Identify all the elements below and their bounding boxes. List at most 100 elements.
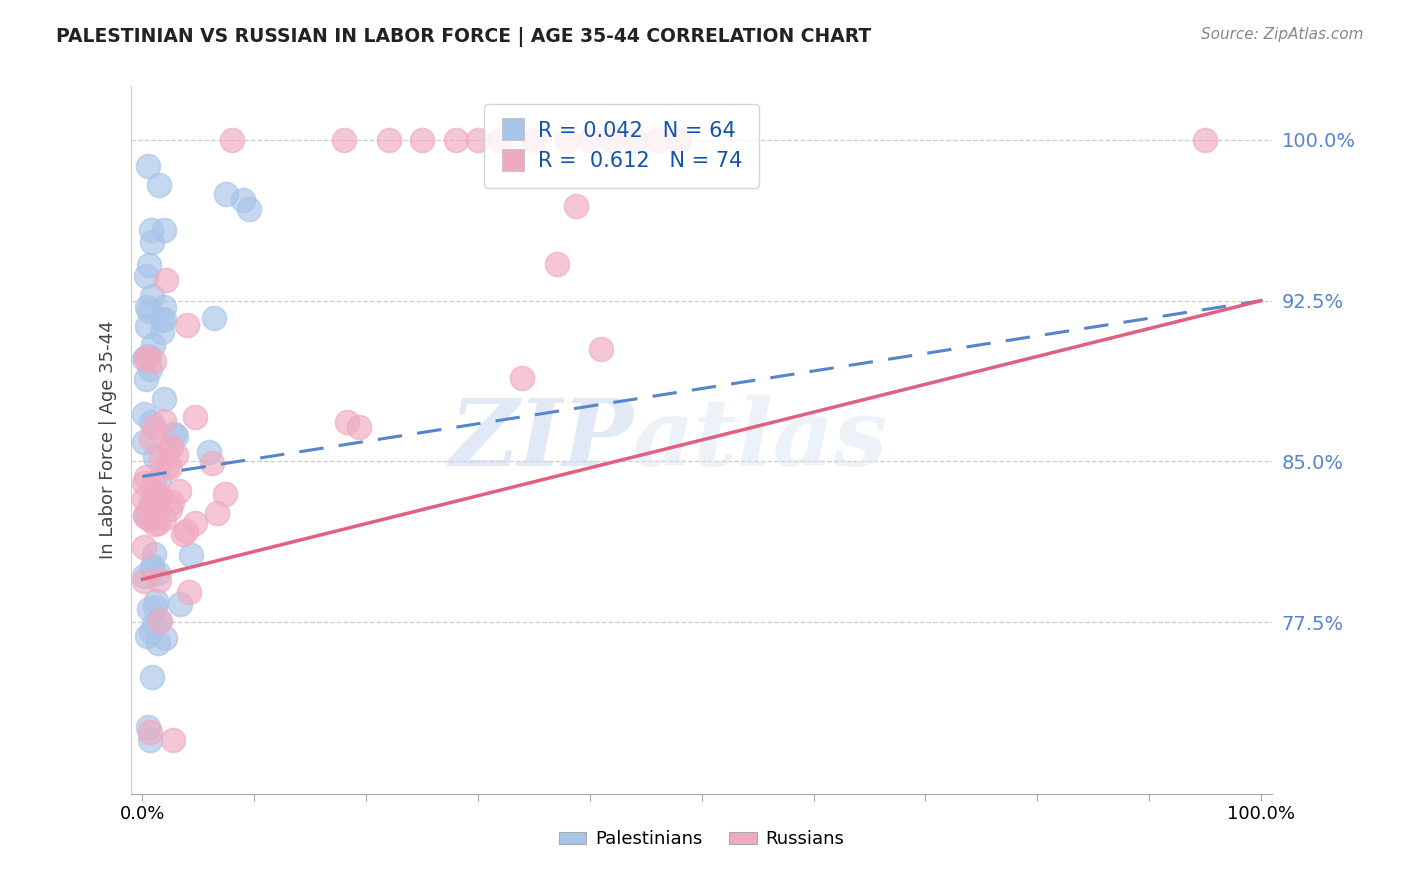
Point xyxy=(148,573,170,587)
Point xyxy=(152,325,174,339)
Point xyxy=(139,733,162,747)
Point xyxy=(149,614,172,628)
Point xyxy=(165,429,187,443)
Point xyxy=(202,310,225,325)
Point xyxy=(149,490,172,504)
Point xyxy=(159,502,181,516)
Point xyxy=(132,491,155,506)
Point xyxy=(136,351,159,366)
Point xyxy=(153,631,176,645)
Point xyxy=(148,472,170,486)
Point xyxy=(565,199,588,213)
Point xyxy=(138,349,160,363)
Point xyxy=(489,133,512,147)
Point xyxy=(177,584,200,599)
Point xyxy=(172,527,194,541)
Point xyxy=(135,268,157,283)
Point xyxy=(142,500,165,515)
Point xyxy=(134,540,156,554)
Point xyxy=(153,511,176,525)
Text: atlas: atlas xyxy=(633,395,889,485)
Point xyxy=(149,452,172,467)
Point xyxy=(141,558,163,573)
Point xyxy=(148,516,170,530)
Point xyxy=(143,420,166,434)
Point xyxy=(136,510,159,524)
Point xyxy=(169,597,191,611)
Point xyxy=(167,483,190,498)
Point xyxy=(232,193,254,207)
Point xyxy=(141,289,163,303)
Point xyxy=(377,133,399,147)
Point xyxy=(138,724,160,739)
Point xyxy=(623,133,645,147)
Point xyxy=(143,484,166,499)
Point xyxy=(176,524,198,539)
Point xyxy=(557,133,579,147)
Point xyxy=(336,415,359,429)
Text: Source: ZipAtlas.com: Source: ZipAtlas.com xyxy=(1201,27,1364,42)
Point xyxy=(134,508,156,522)
Point xyxy=(148,636,170,650)
Point xyxy=(197,444,219,458)
Point xyxy=(143,599,166,614)
Point xyxy=(143,450,166,464)
Point xyxy=(148,178,170,192)
Point xyxy=(138,258,160,272)
Point xyxy=(148,490,170,504)
Point xyxy=(134,435,156,450)
Point xyxy=(132,475,155,490)
Point xyxy=(138,511,160,525)
Point xyxy=(134,508,156,523)
Point xyxy=(184,410,207,425)
Point xyxy=(238,202,260,216)
Point xyxy=(467,133,489,147)
Point xyxy=(142,475,165,490)
Point xyxy=(510,370,533,384)
Point xyxy=(159,440,181,454)
Point xyxy=(332,133,354,147)
Point xyxy=(142,337,165,351)
Point xyxy=(139,415,162,429)
Point xyxy=(600,133,623,147)
Point xyxy=(156,459,179,474)
Point xyxy=(205,506,228,520)
Point xyxy=(668,133,690,147)
Point xyxy=(143,516,166,531)
Point xyxy=(139,361,162,376)
Text: ZIP: ZIP xyxy=(449,395,633,485)
Point xyxy=(135,469,157,483)
Point xyxy=(139,223,162,237)
Point xyxy=(145,593,167,607)
Point xyxy=(148,615,170,629)
Point xyxy=(135,318,157,333)
Point xyxy=(153,312,176,326)
Point xyxy=(132,568,155,582)
Point xyxy=(134,574,156,589)
Point xyxy=(141,669,163,683)
Point xyxy=(176,318,198,332)
Point xyxy=(523,133,546,147)
Point xyxy=(546,257,568,271)
Point xyxy=(153,300,176,314)
Point xyxy=(153,392,176,407)
Point xyxy=(143,354,166,368)
Point xyxy=(215,186,238,201)
Point xyxy=(162,733,184,747)
Point xyxy=(347,420,370,434)
Point xyxy=(184,516,207,530)
Point xyxy=(148,566,170,580)
Point xyxy=(163,426,186,441)
Point xyxy=(153,414,176,428)
Y-axis label: In Labor Force | Age 35-44: In Labor Force | Age 35-44 xyxy=(100,321,117,559)
Point xyxy=(589,342,612,356)
Point xyxy=(142,548,165,562)
Point xyxy=(139,432,162,446)
Point xyxy=(645,133,668,147)
Text: PALESTINIAN VS RUSSIAN IN LABOR FORCE | AGE 35-44 CORRELATION CHART: PALESTINIAN VS RUSSIAN IN LABOR FORCE | … xyxy=(56,27,872,46)
Point xyxy=(132,351,155,366)
Point xyxy=(141,235,163,250)
Point xyxy=(135,371,157,385)
Point xyxy=(444,133,467,147)
Point xyxy=(160,495,183,509)
